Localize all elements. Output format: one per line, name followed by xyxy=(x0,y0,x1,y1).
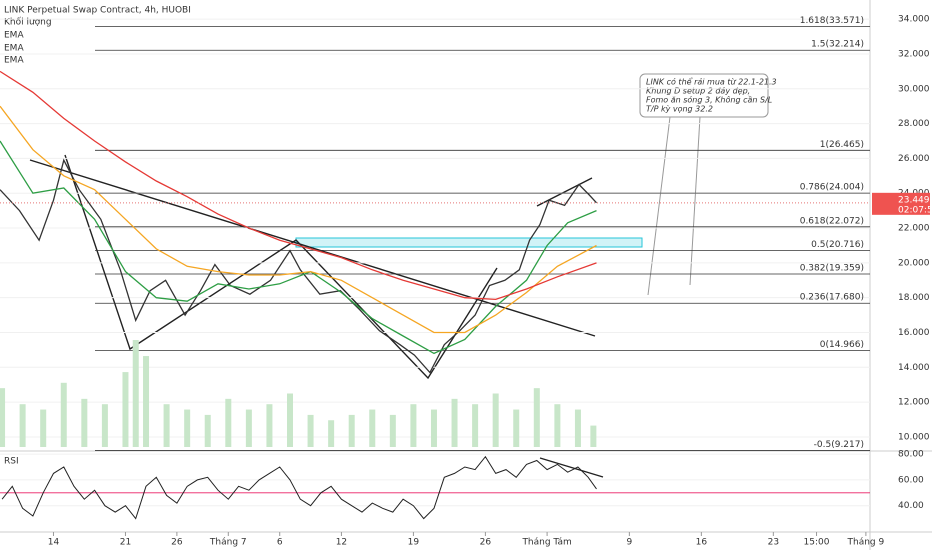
fib-label: 1.5(32.214) xyxy=(811,40,864,50)
y-tick-label: 26.000 xyxy=(898,154,930,164)
series-line xyxy=(0,70,597,301)
volume-bar xyxy=(492,393,499,447)
y-tick-label: 10.000 xyxy=(898,432,930,442)
annotation: LINK có thể rải mua từ 22.1-21.3 xyxy=(646,77,777,87)
rsi-divergence-line xyxy=(539,457,604,478)
fib-label: 1(26.465) xyxy=(820,140,864,150)
volume-bar xyxy=(451,398,458,447)
fib-label: 1.618(33.571) xyxy=(800,16,864,26)
volume-bar xyxy=(430,409,437,447)
y-tick-label: 16.000 xyxy=(898,328,930,338)
annotation: Fomo ăn sóng 3, Không cần S/L xyxy=(646,95,772,105)
volume-bar xyxy=(19,404,26,447)
volume-bar xyxy=(122,372,129,447)
volume-bar xyxy=(163,404,170,447)
volume-bar xyxy=(245,409,252,447)
x-tick-label: Tháng 7 xyxy=(209,538,247,548)
x-tick-label: 21 xyxy=(120,538,131,548)
y-tick-label: 22.000 xyxy=(898,224,930,234)
volume-bar xyxy=(101,404,108,447)
volume-bar xyxy=(574,409,581,447)
x-tick-label: 14 xyxy=(48,538,60,548)
volume-bar xyxy=(513,409,520,447)
last-price-box xyxy=(872,192,930,215)
volume-bar xyxy=(348,414,355,447)
fib-label: 0.786(24.004) xyxy=(800,183,864,193)
x-tick-label: 16 xyxy=(696,538,708,548)
y-tick-label: 30.000 xyxy=(898,84,930,94)
x-tick-label: Tháng 9 xyxy=(847,538,885,548)
y-tick-label: 60.00 xyxy=(898,475,924,485)
y-tick-label: 40.00 xyxy=(898,501,924,511)
volume-bar xyxy=(369,409,376,447)
y-tick-label: 34.000 xyxy=(898,15,930,25)
x-tick-label: 26 xyxy=(171,538,183,548)
series-line xyxy=(1,455,597,520)
volume-bar xyxy=(287,393,293,447)
legend-entry: Khối lượng xyxy=(4,17,52,28)
fib-label: 0.382(19.359) xyxy=(800,264,864,274)
volume-bar xyxy=(328,420,335,447)
zone-box xyxy=(295,237,643,248)
fib-label: 0(14.966) xyxy=(820,340,864,350)
x-tick-label: 9 xyxy=(626,538,632,548)
annotation: Khung D setup 2 đáy đẹp, xyxy=(646,87,750,96)
fib-label: -0.5(9.217) xyxy=(814,440,864,450)
x-tick-label: Tháng Tám xyxy=(521,538,571,548)
volume-bar xyxy=(472,404,479,447)
legend-entry: EMA xyxy=(4,31,24,41)
y-tick-label: 80.00 xyxy=(898,450,924,460)
series-line xyxy=(0,105,597,334)
volume-bar xyxy=(204,414,211,447)
volume-bar xyxy=(590,425,597,447)
x-tick-label: 15:00 xyxy=(804,538,830,548)
series-line xyxy=(0,158,597,374)
callout-pointer xyxy=(647,116,671,296)
y-tick-label: 20.000 xyxy=(898,258,930,268)
volume-bar xyxy=(0,388,6,447)
y-tick-label: 28.000 xyxy=(898,119,930,129)
volume-bar xyxy=(307,414,314,447)
volume-bar xyxy=(266,404,273,447)
volume-bar xyxy=(40,409,47,447)
callout-box xyxy=(639,73,769,118)
volume-bar xyxy=(410,404,417,447)
wave-lines xyxy=(64,154,498,380)
x-tick-label: 23 xyxy=(768,538,779,548)
x-tick-label: 6 xyxy=(277,538,283,548)
fib-label: 0.236(17.680) xyxy=(800,293,864,303)
trend-line xyxy=(29,159,596,337)
volume-bar xyxy=(143,356,150,447)
fib-label: 0.618(22.072) xyxy=(800,216,864,226)
x-tick-label: 12 xyxy=(336,538,347,548)
last-price-label: 23.449 xyxy=(898,195,930,205)
y-tick-label: 12.000 xyxy=(898,398,930,408)
x-tick-label: 26 xyxy=(480,538,492,548)
y-tick-label: 18.000 xyxy=(898,293,930,303)
y-tick-label: 32.000 xyxy=(898,49,930,59)
volume-bar xyxy=(184,409,191,447)
rsi-title: RSI xyxy=(4,457,19,467)
volume-bar xyxy=(554,404,561,447)
volume-bar xyxy=(389,414,396,447)
volume-bar xyxy=(60,382,67,447)
volume-bar xyxy=(132,340,139,447)
chart-title: LINK Perpetual Swap Contract, 4h, HUOBI xyxy=(4,6,191,16)
countdown: 02:07:57 xyxy=(898,205,932,215)
volume-bar xyxy=(533,388,540,447)
callout-pointer xyxy=(689,116,701,286)
legend-entry: EMA xyxy=(4,56,24,66)
volume-bar xyxy=(81,398,88,447)
channel-line xyxy=(536,177,593,207)
volume-bar xyxy=(225,398,232,447)
y-tick-label: 14.000 xyxy=(898,363,930,373)
x-tick-label: 19 xyxy=(408,538,420,548)
annotation: T/P kỳ vọng 32.2 xyxy=(646,105,713,114)
legend-entry: EMA xyxy=(4,44,24,54)
fib-label: 0.5(20.716) xyxy=(811,240,864,250)
